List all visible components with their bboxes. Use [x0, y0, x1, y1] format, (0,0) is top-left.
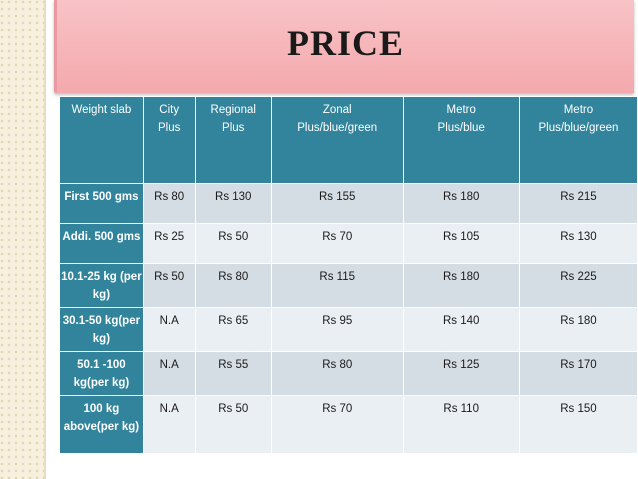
table-cell: Rs 155 [270, 183, 404, 224]
table-cell: Rs 115 [270, 263, 404, 308]
table-row: 100 kg above(per kg) N.A Rs 50 Rs 70 Rs … [59, 395, 638, 454]
table-cell: Rs 70 [270, 223, 404, 264]
header-zonal: Zonal Plus/blue/green [270, 96, 404, 184]
price-table: Weight slab City Plus Regional Plus Zona… [59, 96, 638, 454]
row-slab-label: 50.1 -100 kg(per kg) [59, 351, 144, 396]
table-cell: N.A [142, 351, 196, 396]
table-cell: N.A [142, 395, 196, 454]
header-regional-plus: Regional Plus [194, 96, 272, 184]
header-city-plus: City Plus [142, 96, 196, 184]
table-cell: Rs 130 [518, 223, 638, 264]
row-slab-label: 100 kg above(per kg) [59, 395, 144, 454]
table-cell: Rs 110 [402, 395, 520, 454]
row-slab-label: 30.1-50 kg(per kg) [59, 307, 144, 352]
table-cell: Rs 180 [402, 183, 520, 224]
table-cell: Rs 125 [402, 351, 520, 396]
header-metro-plus-blue-green: Metro Plus/blue/green [518, 96, 638, 184]
table-cell: Rs 80 [142, 183, 196, 224]
table-cell: Rs 25 [142, 223, 196, 264]
table-cell: Rs 225 [518, 263, 638, 308]
table-cell: Rs 50 [194, 223, 272, 264]
row-slab-label: Addi. 500 gms [59, 223, 144, 264]
table-cell: Rs 95 [270, 307, 404, 352]
table-cell: Rs 140 [402, 307, 520, 352]
table-row: Addi. 500 gms Rs 25 Rs 50 Rs 70 Rs 105 R… [59, 223, 638, 264]
table-row: 30.1-50 kg(per kg) N.A Rs 65 Rs 95 Rs 14… [59, 307, 638, 352]
page-title: PRICE [286, 23, 404, 63]
decorative-side-band [0, 0, 44, 479]
title-banner: PRICE [54, 0, 634, 93]
table-cell: Rs 55 [194, 351, 272, 396]
table-cell: Rs 50 [194, 395, 272, 454]
header-metro-plus-blue: Metro Plus/blue [402, 96, 520, 184]
table-cell: Rs 130 [194, 183, 272, 224]
table-cell: Rs 180 [518, 307, 638, 352]
table-row: First 500 gms Rs 80 Rs 130 Rs 155 Rs 180… [59, 183, 638, 224]
table-cell: Rs 150 [518, 395, 638, 454]
table-header-row: Weight slab City Plus Regional Plus Zona… [59, 96, 638, 184]
table-cell: Rs 70 [270, 395, 404, 454]
table-cell: Rs 215 [518, 183, 638, 224]
table-cell: N.A [142, 307, 196, 352]
header-weight-slab: Weight slab [59, 96, 144, 184]
row-slab-label: First 500 gms [59, 183, 144, 224]
row-slab-label: 10.1-25 kg (per kg) [59, 263, 144, 308]
side-band-edge [44, 0, 46, 479]
table-row: 10.1-25 kg (per kg) Rs 50 Rs 80 Rs 115 R… [59, 263, 638, 308]
table-cell: Rs 180 [402, 263, 520, 308]
table-row: 50.1 -100 kg(per kg) N.A Rs 55 Rs 80 Rs … [59, 351, 638, 396]
table-cell: Rs 80 [270, 351, 404, 396]
table-cell: Rs 170 [518, 351, 638, 396]
table-cell: Rs 105 [402, 223, 520, 264]
table-cell: Rs 50 [142, 263, 196, 308]
table-cell: Rs 80 [194, 263, 272, 308]
table-cell: Rs 65 [194, 307, 272, 352]
